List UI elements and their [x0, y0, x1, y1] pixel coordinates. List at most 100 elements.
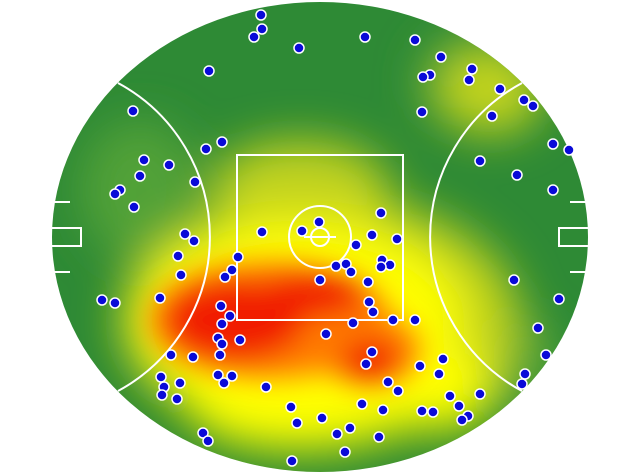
- right-goal-square: [558, 227, 588, 247]
- data-point: [286, 455, 298, 467]
- data-point: [155, 371, 167, 383]
- data-point: [226, 370, 238, 382]
- data-point: [172, 250, 184, 262]
- data-point: [174, 377, 186, 389]
- data-point: [416, 405, 428, 417]
- data-point: [256, 23, 268, 35]
- data-point: [109, 188, 121, 200]
- data-point: [109, 297, 121, 309]
- data-point: [216, 318, 228, 330]
- data-point: [219, 271, 231, 283]
- data-point: [417, 71, 429, 83]
- data-point: [563, 144, 575, 156]
- data-point: [330, 260, 342, 272]
- data-point: [234, 334, 246, 346]
- data-point: [138, 154, 150, 166]
- data-point: [331, 428, 343, 440]
- data-point: [377, 404, 389, 416]
- data-point: [519, 368, 531, 380]
- data-point: [433, 368, 445, 380]
- data-point: [540, 349, 552, 361]
- data-point: [392, 385, 404, 397]
- data-point: [516, 378, 528, 390]
- data-point: [453, 400, 465, 412]
- data-point: [134, 170, 146, 182]
- data-point: [456, 414, 468, 426]
- left-50m-arc: [117, 82, 211, 392]
- data-point: [547, 184, 559, 196]
- data-point: [200, 143, 212, 155]
- data-point: [466, 63, 478, 75]
- data-point: [232, 251, 244, 263]
- data-point: [553, 293, 565, 305]
- data-point: [366, 229, 378, 241]
- data-point: [226, 264, 238, 276]
- data-point: [345, 266, 357, 278]
- data-point: [163, 159, 175, 171]
- data-point: [527, 100, 539, 112]
- data-point: [203, 65, 215, 77]
- data-point: [189, 176, 201, 188]
- data-point: [260, 381, 272, 393]
- data-point: [339, 446, 351, 458]
- data-point: [188, 235, 200, 247]
- data-point: [127, 105, 139, 117]
- data-point: [320, 328, 332, 340]
- data-point: [391, 233, 403, 245]
- centre-square: [236, 154, 404, 321]
- data-point: [486, 110, 498, 122]
- data-point: [416, 106, 428, 118]
- data-point: [508, 274, 520, 286]
- data-point: [427, 406, 439, 418]
- data-point: [214, 349, 226, 361]
- data-point: [494, 83, 506, 95]
- data-point: [216, 338, 228, 350]
- data-point: [285, 401, 297, 413]
- data-point: [215, 300, 227, 312]
- right-50m-arc: [429, 82, 523, 392]
- data-point: [363, 296, 375, 308]
- data-point: [511, 169, 523, 181]
- data-point: [165, 349, 177, 361]
- left-goal-square: [52, 227, 82, 247]
- points-layer: [96, 9, 575, 467]
- data-point: [128, 201, 140, 213]
- data-point: [248, 31, 260, 43]
- data-point: [179, 228, 191, 240]
- data-point: [313, 216, 325, 228]
- data-point: [255, 9, 267, 21]
- data-point: [197, 427, 209, 439]
- data-point: [224, 310, 236, 322]
- data-point: [435, 51, 447, 63]
- data-point: [518, 94, 530, 106]
- data-point: [409, 34, 421, 46]
- centre-circle: [288, 205, 352, 269]
- data-point: [532, 322, 544, 334]
- data-point: [375, 207, 387, 219]
- data-point: [154, 292, 166, 304]
- data-point: [218, 377, 230, 389]
- data-point: [296, 225, 308, 237]
- data-point: [409, 314, 421, 326]
- data-point: [414, 360, 426, 372]
- data-point: [387, 314, 399, 326]
- data-point: [360, 358, 372, 370]
- data-point: [314, 274, 326, 286]
- data-point: [256, 226, 268, 238]
- data-point: [367, 306, 379, 318]
- data-point: [216, 136, 228, 148]
- data-point: [356, 398, 368, 410]
- data-point: [362, 276, 374, 288]
- data-point: [375, 261, 387, 273]
- data-point: [156, 389, 168, 401]
- data-point: [187, 351, 199, 363]
- data-point: [340, 258, 352, 270]
- data-point: [316, 412, 328, 424]
- data-point: [293, 42, 305, 54]
- data-point: [175, 269, 187, 281]
- data-point: [437, 353, 449, 365]
- data-point: [291, 417, 303, 429]
- data-point: [463, 74, 475, 86]
